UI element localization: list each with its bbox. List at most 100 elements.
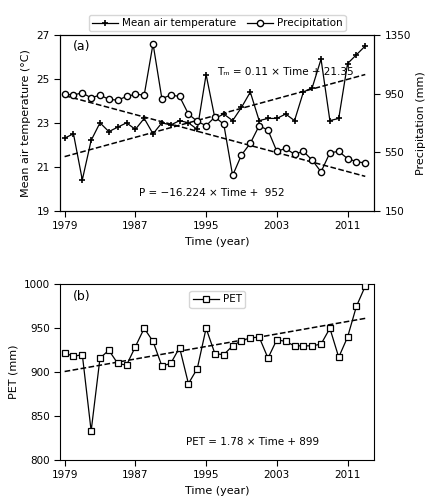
Precipitation bbox=[124, 94, 129, 100]
Precipitation bbox=[212, 114, 218, 120]
Mean air temperature bbox=[115, 124, 120, 130]
Mean air temperature bbox=[310, 84, 315, 90]
Y-axis label: Mean air temperature (°C): Mean air temperature (°C) bbox=[21, 49, 31, 197]
Precipitation bbox=[301, 148, 306, 154]
Precipitation bbox=[292, 152, 297, 158]
PET bbox=[177, 344, 182, 350]
Precipitation bbox=[310, 157, 315, 163]
Precipitation bbox=[283, 146, 288, 152]
Legend: PET: PET bbox=[190, 292, 245, 308]
Mean air temperature bbox=[327, 118, 332, 124]
Precipitation bbox=[345, 156, 350, 162]
Mean air temperature bbox=[141, 116, 147, 121]
Mean air temperature bbox=[265, 116, 270, 121]
Precipitation bbox=[327, 150, 332, 156]
Mean air temperature bbox=[319, 56, 324, 62]
PET bbox=[159, 363, 164, 369]
Mean air temperature bbox=[212, 116, 218, 121]
PET bbox=[168, 360, 173, 366]
X-axis label: Time (year): Time (year) bbox=[185, 236, 249, 246]
Precipitation bbox=[71, 92, 76, 98]
Precipitation bbox=[354, 158, 359, 164]
Mean air temperature bbox=[257, 118, 262, 124]
Precipitation bbox=[186, 111, 191, 117]
Mean air temperature bbox=[274, 116, 280, 121]
Precipitation bbox=[168, 92, 173, 98]
PET bbox=[327, 326, 332, 332]
Precipitation bbox=[221, 122, 226, 128]
Precipitation bbox=[115, 97, 120, 103]
Precipitation bbox=[265, 127, 270, 133]
Precipitation bbox=[239, 152, 244, 158]
Mean air temperature bbox=[301, 89, 306, 95]
Mean air temperature bbox=[239, 104, 244, 110]
PET bbox=[71, 354, 76, 360]
Precipitation bbox=[257, 122, 262, 128]
Mean air temperature bbox=[186, 120, 191, 126]
Mean air temperature bbox=[71, 131, 76, 137]
PET bbox=[319, 341, 324, 347]
Line: Precipitation: Precipitation bbox=[61, 40, 369, 178]
PET bbox=[212, 351, 218, 357]
Mean air temperature bbox=[336, 116, 341, 121]
Mean air temperature bbox=[89, 138, 94, 143]
Mean air temperature bbox=[80, 177, 85, 183]
Mean air temperature bbox=[292, 118, 297, 124]
PET bbox=[265, 355, 270, 361]
Mean air temperature bbox=[98, 120, 103, 126]
Mean air temperature bbox=[203, 72, 209, 78]
Text: P = −16.224 × Time +  952: P = −16.224 × Time + 952 bbox=[138, 188, 284, 198]
Legend: Mean air temperature, Precipitation: Mean air temperature, Precipitation bbox=[89, 15, 346, 32]
Precipitation bbox=[62, 92, 67, 98]
PET bbox=[89, 428, 94, 434]
Text: PET = 1.78 × Time + 899: PET = 1.78 × Time + 899 bbox=[186, 438, 319, 448]
PET bbox=[345, 334, 350, 340]
Line: Mean air temperature: Mean air temperature bbox=[61, 42, 369, 184]
Precipitation bbox=[248, 140, 253, 146]
Y-axis label: PET (mm): PET (mm) bbox=[8, 345, 18, 400]
Precipitation bbox=[150, 41, 156, 47]
PET bbox=[257, 334, 262, 340]
Precipitation bbox=[230, 172, 235, 178]
PET bbox=[203, 326, 209, 332]
Precipitation bbox=[195, 118, 200, 124]
PET bbox=[239, 338, 244, 344]
Mean air temperature bbox=[133, 126, 138, 132]
PET bbox=[230, 343, 235, 349]
PET bbox=[195, 366, 200, 372]
Precipitation bbox=[203, 122, 209, 128]
Text: Tₘ = 0.11 × Time + 21.35: Tₘ = 0.11 × Time + 21.35 bbox=[217, 67, 354, 77]
PET bbox=[98, 355, 103, 361]
Mean air temperature bbox=[159, 120, 164, 126]
Mean air temperature bbox=[248, 89, 253, 95]
PET bbox=[354, 304, 359, 310]
Y-axis label: Precipitation (mm): Precipitation (mm) bbox=[416, 71, 427, 174]
PET bbox=[186, 380, 191, 386]
Mean air temperature bbox=[106, 128, 111, 134]
PET bbox=[150, 338, 156, 344]
PET bbox=[274, 336, 280, 342]
PET bbox=[248, 335, 253, 341]
Mean air temperature bbox=[354, 52, 359, 58]
Precipitation bbox=[80, 90, 85, 96]
PET bbox=[301, 343, 306, 349]
Mean air temperature bbox=[283, 111, 288, 117]
Mean air temperature bbox=[150, 131, 156, 137]
Mean air temperature bbox=[62, 135, 67, 141]
PET bbox=[283, 338, 288, 344]
Precipitation bbox=[89, 95, 94, 101]
Mean air temperature bbox=[177, 118, 182, 124]
PET bbox=[362, 283, 368, 289]
PET bbox=[124, 362, 129, 368]
Line: PET: PET bbox=[62, 284, 368, 434]
Precipitation bbox=[362, 160, 368, 166]
Mean air temperature bbox=[362, 43, 368, 49]
Precipitation bbox=[336, 148, 341, 154]
Precipitation bbox=[159, 96, 164, 102]
Precipitation bbox=[141, 92, 147, 98]
PET bbox=[106, 347, 111, 353]
PET bbox=[310, 343, 315, 349]
Precipitation bbox=[98, 92, 103, 98]
Precipitation bbox=[319, 169, 324, 175]
Text: (a): (a) bbox=[73, 40, 90, 54]
